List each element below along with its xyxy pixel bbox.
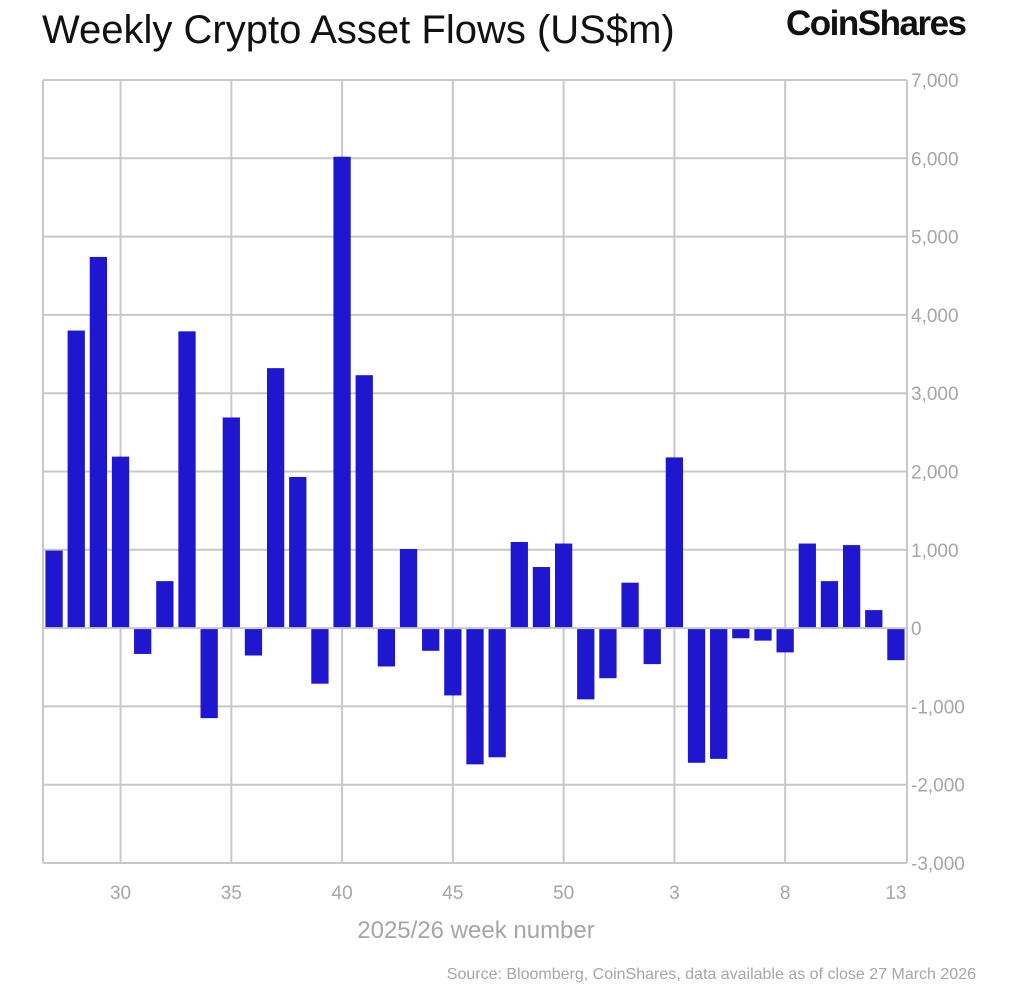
bar-week-40	[333, 156, 351, 629]
bar-week-4	[687, 628, 706, 763]
y-tick-label: 3,000	[911, 384, 959, 405]
bar-week-44	[422, 628, 440, 651]
bar-week-34	[200, 628, 218, 719]
x-tick-label: 30	[110, 883, 131, 904]
bar-week-37	[266, 368, 285, 629]
bar-week-6	[732, 628, 750, 639]
bar-week-38	[289, 476, 307, 629]
y-tick-label: -3,000	[911, 854, 965, 875]
bar-week-35	[222, 417, 240, 629]
bar-week-43	[399, 549, 418, 629]
y-tick-label: -2,000	[911, 776, 965, 797]
bar-week-12	[865, 610, 883, 629]
bar-week-30	[111, 456, 130, 629]
bar-week-36	[244, 628, 263, 656]
bar-week-31	[134, 628, 152, 654]
bar-week-33	[178, 331, 196, 629]
x-tick-label: 50	[553, 883, 574, 904]
source-note: Source: Bloomberg, CoinShares, data avai…	[446, 966, 976, 983]
y-tick-label: 0	[911, 619, 922, 640]
y-tick-label: 1,000	[911, 541, 959, 562]
x-tick-label: 35	[221, 883, 242, 904]
bar-week-39	[311, 628, 329, 684]
bar-week-32	[156, 581, 174, 629]
x-tick-label: 40	[332, 883, 353, 904]
x-tick-label: 3	[669, 883, 680, 904]
bar-week-42	[377, 628, 396, 667]
bar-week-2	[643, 628, 661, 665]
bar-week-50	[554, 543, 573, 629]
bar-week-28	[67, 330, 85, 629]
bar-week-49	[532, 567, 551, 629]
bar-week-5	[710, 628, 728, 759]
bar-week-3	[665, 457, 684, 629]
bar-week-47	[488, 628, 506, 758]
y-tick-label: -1,000	[911, 697, 965, 718]
bar-week-27	[45, 550, 63, 629]
chart-axes	[42, 80, 908, 864]
bar-week-8	[776, 628, 794, 653]
y-tick-label: 2,000	[911, 463, 959, 484]
y-tick-label: 6,000	[911, 149, 959, 170]
x-axis-title: 2025/26 week number	[357, 917, 595, 944]
x-axis-tick-labels: 30 35 40 45 50 3 8 13	[110, 883, 907, 904]
bar-week-41	[355, 375, 373, 629]
coinshares-logo: CoinShares	[786, 4, 967, 43]
bar-week-11	[842, 545, 861, 629]
bar-week-46	[466, 628, 484, 765]
y-axis-tick-labels: 7,000 6,000 5,000 4,000 3,000 2,000 1,000 0 -1,0…	[911, 71, 965, 875]
bar-week-29	[89, 256, 108, 629]
bar-week-45	[444, 628, 462, 696]
x-tick-label: 8	[780, 883, 791, 904]
x-tick-label: 45	[442, 883, 463, 904]
y-tick-label: 7,000	[911, 71, 959, 92]
bar-week-48	[510, 541, 528, 629]
x-tick-label: 13	[885, 883, 906, 904]
bar-week-13	[887, 628, 905, 661]
bar-week-10	[820, 581, 839, 629]
bar-week-52	[599, 628, 617, 679]
y-tick-label: 4,000	[911, 306, 959, 327]
bar-week-1	[621, 582, 639, 629]
bar-week-51	[577, 628, 595, 700]
chart-title: Weekly Crypto Asset Flows (US$m)	[42, 8, 675, 52]
bar-series	[45, 156, 905, 765]
y-tick-label: 5,000	[911, 228, 959, 249]
bar-week-9	[798, 543, 816, 629]
bar-week-7	[754, 628, 772, 641]
